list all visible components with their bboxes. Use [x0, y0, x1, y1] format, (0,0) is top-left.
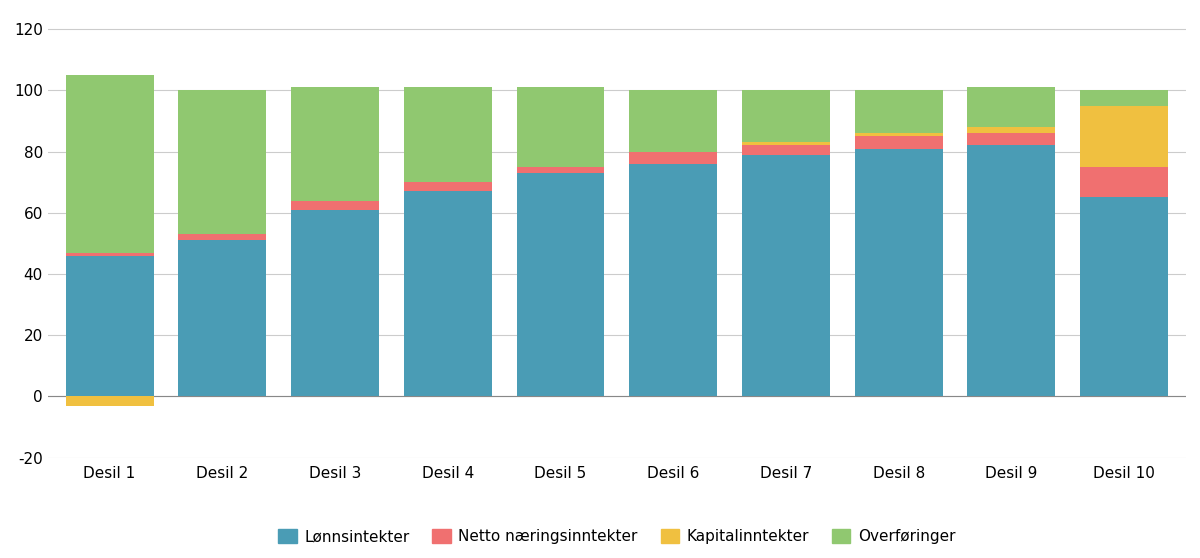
Bar: [967, 133, 1055, 146]
Bar: [967, 127, 1055, 133]
Bar: [179, 90, 266, 234]
Bar: [854, 136, 943, 148]
Bar: [854, 133, 943, 136]
Bar: [629, 164, 718, 396]
Bar: [516, 167, 605, 173]
Bar: [66, 256, 154, 396]
Bar: [66, 75, 154, 253]
Bar: [66, 253, 154, 256]
Bar: [742, 146, 830, 155]
Bar: [66, 396, 154, 406]
Bar: [179, 234, 266, 240]
Bar: [1080, 90, 1168, 105]
Bar: [516, 87, 605, 167]
Bar: [967, 87, 1055, 127]
Bar: [179, 240, 266, 396]
Bar: [404, 182, 492, 191]
Bar: [516, 173, 605, 396]
Bar: [854, 90, 943, 133]
Bar: [854, 148, 943, 396]
Legend: Lønnsintekter, Netto næringsinntekter, Kapitalinntekter, Overføringer: Lønnsintekter, Netto næringsinntekter, K…: [272, 523, 961, 550]
Bar: [742, 155, 830, 396]
Bar: [292, 210, 379, 396]
Bar: [292, 200, 379, 210]
Bar: [967, 146, 1055, 396]
Bar: [742, 90, 830, 142]
Bar: [404, 87, 492, 182]
Bar: [404, 191, 492, 396]
Bar: [629, 152, 718, 164]
Bar: [742, 142, 830, 146]
Bar: [292, 87, 379, 200]
Bar: [1080, 167, 1168, 198]
Bar: [1080, 198, 1168, 396]
Bar: [629, 90, 718, 152]
Bar: [1080, 105, 1168, 167]
